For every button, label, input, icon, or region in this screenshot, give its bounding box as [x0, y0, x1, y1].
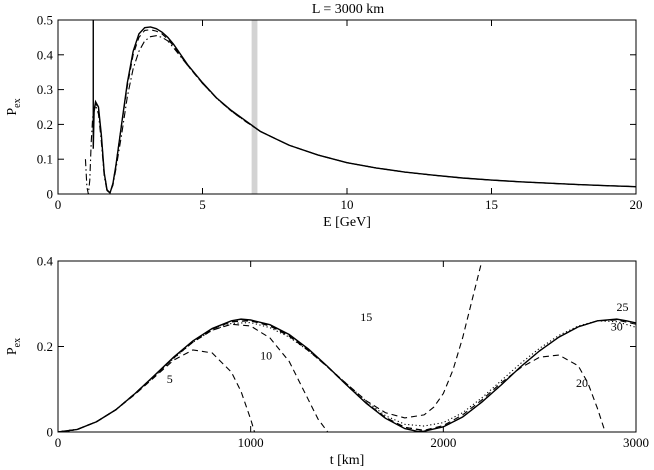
- series-line-dashed-6: [58, 319, 606, 432]
- y-tick-label: 0.4: [37, 254, 54, 269]
- x-tick-label: 0: [55, 435, 62, 450]
- curve-label-25: 25: [617, 300, 629, 314]
- series-line-dashed-1: [94, 29, 636, 194]
- x-tick-label: 15: [485, 197, 498, 212]
- y-tick-label: 0: [47, 425, 54, 440]
- curve-label-10: 10: [260, 348, 272, 362]
- series-line-dashed-5: [58, 261, 483, 432]
- y-tick-label: 0.2: [37, 339, 53, 354]
- plot-frame: [57, 19, 637, 195]
- chart-top-energy: L = 3000 km 0 5 10 15 20 0 0.1 0.2 0.3 0.4 0.5 E [G…: [5, 2, 643, 230]
- x-tick-label: 0: [55, 197, 62, 212]
- x-tick-label: 1000: [238, 435, 264, 450]
- y-axis-label: Pex: [5, 338, 23, 355]
- curve-label-5: 5: [167, 372, 173, 386]
- series-line-dashed-3: [58, 349, 256, 432]
- series-line-dashed-2: [58, 319, 636, 432]
- y-tick-label: 0.2: [37, 117, 53, 132]
- y-tick-label: 0.5: [37, 13, 53, 28]
- y-tick-label: 0: [47, 187, 54, 202]
- x-tick-label: 2000: [430, 435, 456, 450]
- series-line-solid-0: [92, 20, 636, 194]
- curve-label-20: 20: [576, 376, 588, 390]
- y-tick-label: 0.1: [37, 152, 53, 167]
- curve-label-15: 15: [360, 310, 372, 324]
- x-tick-label: 20: [630, 197, 643, 212]
- y-tick-label: 0.4: [37, 47, 54, 62]
- series-line-solid-0: [58, 318, 636, 432]
- plot-frame: [57, 260, 637, 433]
- series-line-dotted-1: [58, 320, 636, 432]
- y-axis-label: Pex: [5, 98, 23, 115]
- chart-bottom-distance: 0 1000 2000 3000 0 0.2 0.4 t [km] Pex 5 10 15 20 25 30: [5, 254, 649, 469]
- x-tick-label: 5: [199, 197, 206, 212]
- shaded-band: [251, 20, 258, 194]
- y-tick-label: 0.3: [37, 82, 53, 97]
- x-axis-label: t [km]: [330, 453, 365, 468]
- x-tick-label: 10: [341, 197, 354, 212]
- series-line-dashdot-2: [84, 35, 636, 194]
- x-tick-label: 3000: [623, 435, 649, 450]
- x-axis-label: E [GeV]: [323, 215, 371, 230]
- chart-title: L = 3000 km: [312, 2, 384, 17]
- curve-label-30: 30: [611, 320, 623, 334]
